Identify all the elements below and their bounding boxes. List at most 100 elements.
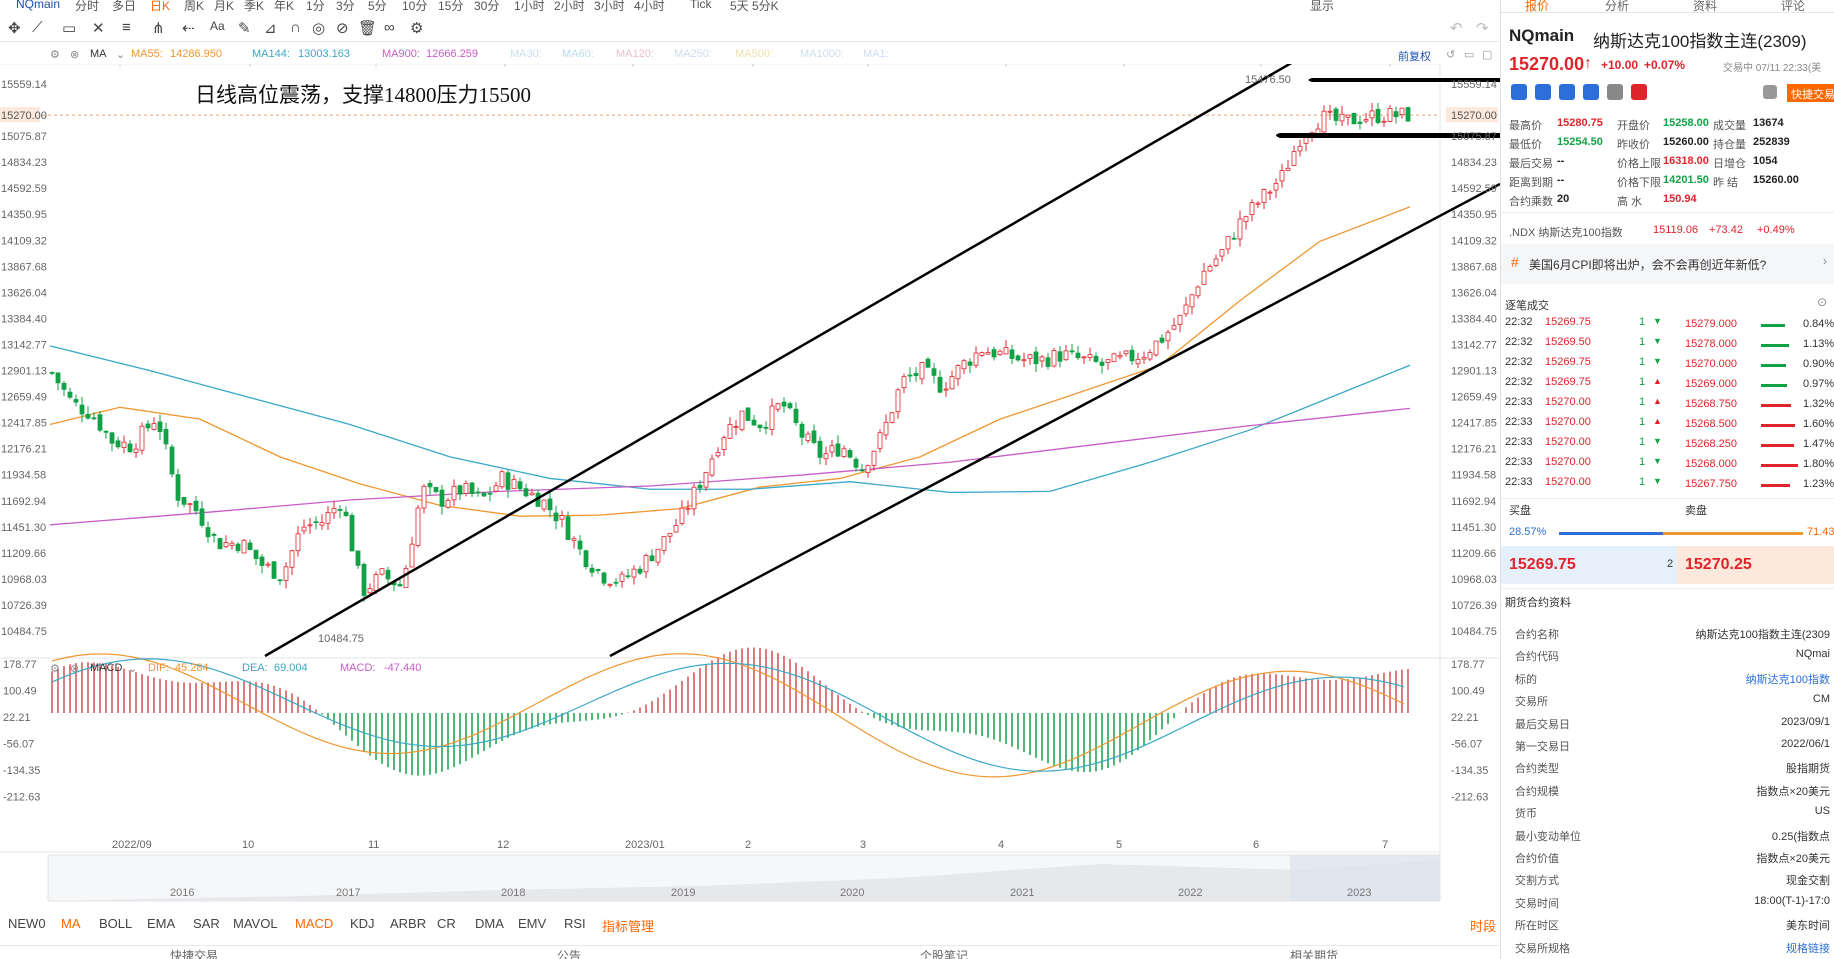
person-icon[interactable]	[1559, 84, 1575, 100]
rect-tool-icon[interactable]: ▭	[62, 20, 77, 37]
candle-down	[349, 515, 355, 552]
bottom-tab[interactable]: 相关期货	[1290, 949, 1339, 959]
overview-year: 2018	[501, 887, 525, 899]
contract-value[interactable]: 规格链接	[1786, 942, 1830, 955]
share-icon[interactable]	[1583, 84, 1599, 100]
panel-tab-1[interactable]: 分析	[1605, 0, 1630, 13]
cross-tool-icon[interactable]: ✕	[92, 20, 105, 37]
period-tab[interactable]: 10分	[402, 0, 428, 13]
period-tab[interactable]: 1分	[306, 0, 325, 13]
bid-price[interactable]: 15269.75	[1509, 556, 1576, 573]
indicator-tab-11[interactable]: EMV	[518, 916, 547, 931]
period-tab[interactable]: 5天 5分K	[730, 0, 779, 13]
chevron-down-icon[interactable]: ⌄	[116, 49, 126, 61]
indicator-tab-13[interactable]: 指标管理	[602, 919, 655, 934]
flag-icon[interactable]	[1511, 84, 1527, 100]
magnet-icon[interactable]: ∩	[290, 19, 301, 36]
indicator-tab-6[interactable]: MACD	[295, 916, 334, 931]
indicator-tab-2[interactable]: BOLL	[99, 916, 133, 931]
brush-icon[interactable]: ✎	[238, 20, 251, 37]
period-tab[interactable]: 日K	[150, 0, 171, 13]
macd-name[interactable]: MACD	[90, 662, 123, 674]
chevron-down-icon[interactable]: ⌄	[128, 663, 138, 675]
trash-icon[interactable]: 🗑	[358, 20, 378, 37]
display-menu[interactable]: 显示	[1310, 0, 1335, 13]
candle-up	[1141, 356, 1147, 360]
bottom-tab[interactable]: 快捷交易	[170, 949, 219, 959]
panel-tab-0[interactable]: 报价	[1525, 0, 1550, 13]
heart-icon[interactable]	[1631, 84, 1647, 100]
close-icon[interactable]: ⊗	[70, 49, 80, 61]
minimize-icon[interactable]: ▭	[1464, 49, 1475, 61]
redo-icon[interactable]: ↷	[1476, 20, 1489, 37]
indicator-tab-0[interactable]: NEW0	[8, 916, 46, 931]
settings-gear-icon[interactable]: ⚙	[410, 20, 424, 37]
period-tab[interactable]: 4小时	[634, 0, 665, 13]
period-tab[interactable]: 5分	[368, 0, 387, 13]
indicator-tab-1[interactable]: MA	[61, 916, 81, 931]
period-tab[interactable]: 年K	[274, 0, 295, 13]
indicator-tab-12[interactable]: RSI	[564, 916, 586, 931]
maximize-icon[interactable]: ▢	[1482, 49, 1493, 61]
indicator-tab-10[interactable]: DMA	[475, 916, 504, 931]
ruler-icon[interactable]: ⊿	[264, 20, 277, 37]
bell-icon[interactable]	[1763, 85, 1777, 99]
contract-value[interactable]: 纳斯达克100指数	[1745, 673, 1830, 686]
period-tab[interactable]: 分时	[75, 0, 100, 13]
indicator-tab-3[interactable]: EMA	[147, 916, 176, 931]
collapse-icon[interactable]: ^	[1673, 196, 1678, 206]
gear-icon[interactable]: ⚙	[50, 663, 60, 675]
period-tab[interactable]: 1小时	[514, 0, 545, 13]
chevron-right-icon[interactable]: ›	[1823, 254, 1827, 268]
period-tab[interactable]: 多日	[112, 0, 137, 13]
bottom-tab[interactable]: 个股笔记	[920, 949, 969, 959]
indicator-tab-5[interactable]: MAVOL	[233, 916, 278, 931]
indicator-tab-4[interactable]: SAR	[193, 916, 220, 931]
bolt-icon[interactable]	[1535, 84, 1551, 100]
indicator-tab-9[interactable]: CR	[437, 916, 456, 931]
period-link[interactable]: 时段	[1470, 919, 1497, 934]
news-text[interactable]: 美国6月CPI即将出炉，会不会再创近年新低?	[1529, 258, 1767, 272]
link-icon[interactable]: ∞	[384, 19, 395, 36]
buy-ratio-bar	[1559, 532, 1663, 535]
indicator-tab-8[interactable]: ARBR	[390, 916, 427, 931]
ask-price[interactable]: 15270.25	[1685, 556, 1752, 573]
period-tab[interactable]: Tick	[690, 0, 712, 11]
line-tool-icon[interactable]: ⟋	[32, 19, 43, 36]
text-tool-icon[interactable]: Aa	[210, 19, 225, 33]
doc-icon[interactable]	[1607, 84, 1623, 100]
panel-tab-3[interactable]: 评论	[1781, 0, 1806, 13]
period-tab[interactable]: 月K	[214, 0, 235, 13]
eye-icon[interactable]: ◎	[312, 20, 326, 37]
candle-up	[1291, 151, 1297, 166]
period-tab[interactable]: 3小时	[594, 0, 625, 13]
adjust-button[interactable]: 前复权	[1398, 51, 1431, 63]
undo-icon[interactable]: ↶	[1450, 20, 1463, 37]
period-tab[interactable]: 季K	[244, 0, 265, 13]
reset-icon[interactable]: ↺	[1446, 49, 1456, 61]
quick-trade-button[interactable]: 快捷交易	[1787, 84, 1834, 102]
more-icon[interactable]: ⊙	[1817, 295, 1828, 309]
symbol-label[interactable]: NQmain	[16, 0, 61, 11]
period-tab[interactable]: 周K	[184, 0, 205, 13]
period-tab[interactable]: 3分	[336, 0, 355, 13]
close-icon[interactable]: ⊗	[70, 663, 80, 675]
hide-icon[interactable]: ⊘	[336, 20, 349, 37]
indicator-name[interactable]: MA	[90, 48, 107, 60]
period-tab[interactable]: 30分	[474, 0, 500, 13]
bid-box[interactable]	[1501, 546, 1677, 584]
bottom-tab[interactable]: 公告	[557, 949, 582, 959]
panel-tab-2[interactable]: 资料	[1693, 0, 1718, 13]
gear-icon[interactable]: ⚙	[50, 49, 60, 61]
kline-chart[interactable]: 15559.14 15559.14 15270.00 15270.00 15075.87…	[0, 64, 1500, 912]
ask-box[interactable]	[1677, 546, 1834, 584]
arrow-tool-icon[interactable]: ⇠	[182, 20, 195, 37]
ndx-name[interactable]: .NDX 纳斯达克100指数	[1509, 227, 1623, 239]
indicator-tab-7[interactable]: KDJ	[350, 916, 375, 931]
crosshair-icon[interactable]: ✥	[8, 20, 21, 37]
range-overview[interactable]: 2016 2017 2018 2019 2020 2021 2022 2023	[47, 854, 1441, 902]
period-tab[interactable]: 15分	[438, 0, 464, 13]
fib-tool-icon[interactable]: ≡	[122, 19, 131, 36]
period-tab[interactable]: 2小时	[554, 0, 585, 13]
pitchfork-icon[interactable]: ⋔	[152, 20, 165, 37]
